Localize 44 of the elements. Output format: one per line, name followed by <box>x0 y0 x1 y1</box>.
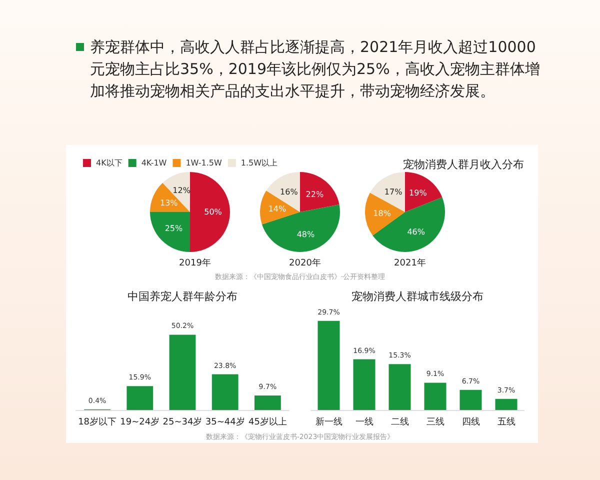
x-tick-label: 25~34岁 <box>162 416 202 428</box>
x-tick-label: 四线 <box>462 416 480 428</box>
bar <box>424 382 446 410</box>
bar <box>495 398 518 410</box>
x-tick-label: 45岁以上 <box>248 416 287 428</box>
data-label: 18% <box>373 208 392 218</box>
bar <box>388 364 411 410</box>
data-label: 48% <box>296 230 316 239</box>
data-label: 17% <box>384 188 403 197</box>
data-label: 12% <box>172 186 191 196</box>
data-label: 16% <box>280 187 298 196</box>
legend-label: 4K-1W <box>141 158 167 168</box>
chart-title: 中国养宠人群年龄分布 <box>128 290 238 303</box>
data-label: 25% <box>164 224 184 233</box>
data-label: 46% <box>407 228 426 237</box>
x-tick-label: 五线 <box>497 416 516 428</box>
x-tick-label: 新一线 <box>315 416 342 428</box>
x-tick-label: 18岁以下 <box>78 416 117 428</box>
bar <box>169 334 196 410</box>
legend-label: 4K以下 <box>96 158 122 168</box>
bar <box>212 374 238 410</box>
bar <box>318 320 340 410</box>
legend-label: 1W-1.5W <box>186 158 222 168</box>
data-label: 22% <box>306 190 324 199</box>
bar <box>126 386 154 410</box>
x-tick-label: 一线 <box>355 416 374 428</box>
x-tick-label: 19~24岁 <box>120 416 160 428</box>
data-label: 50% <box>204 208 222 216</box>
chart-title: 宠物消费人群城市线级分布 <box>352 290 484 303</box>
data-label: 13% <box>160 198 178 208</box>
data-label: 19% <box>409 188 428 198</box>
slice-label: 2021年 <box>394 258 426 268</box>
x-tick-label: 35~44岁 <box>205 416 245 428</box>
x-tick-label: 二线 <box>390 416 409 428</box>
bar <box>460 390 482 410</box>
legend-label: 1.5W以上 <box>240 158 278 168</box>
text: 养宠群体中，高收入人群占比逐渐提高，2021年月收入超过10000元宠物主占比35%，2019年该比例仅为25%，高收入宠物主群体增加将推动宠物相关产品的支出水平提升，带动宠物经济发展。 <box>90 38 540 100</box>
slice-label: 2020年 <box>289 258 321 268</box>
slice-label: 2019年 <box>179 258 211 268</box>
bar <box>254 395 281 410</box>
bar <box>353 359 376 410</box>
x-tick-label: 三线 <box>426 416 444 428</box>
data-label: 14% <box>268 204 286 214</box>
chart-title: 宠物消费人群月收入分布 <box>403 158 524 171</box>
